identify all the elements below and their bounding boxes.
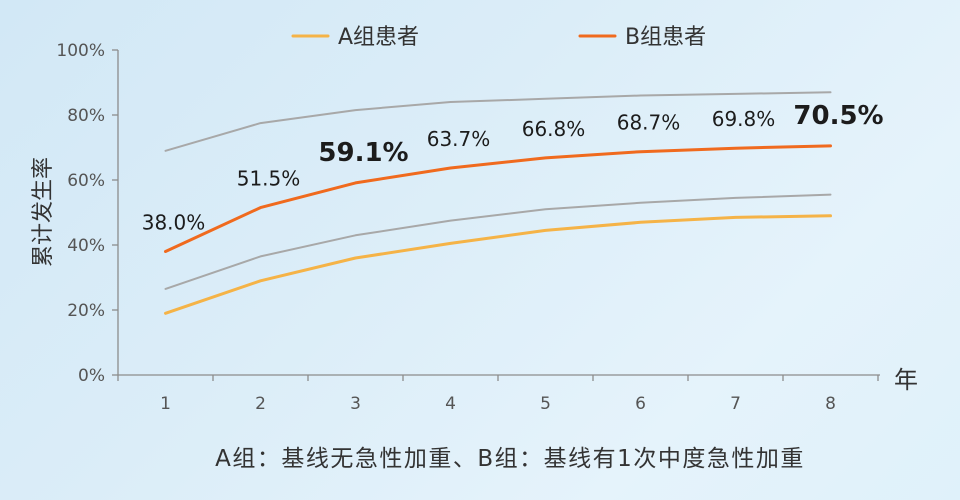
gray-reference-line-2 [164,91,832,152]
x-tick-label: 4 [445,394,456,414]
x-tick-label: 3 [350,394,361,414]
data-label: 68.7% [617,111,681,135]
x-tick-label: 8 [825,394,836,414]
x-tick-label: 2 [255,394,266,414]
data-label: 51.5% [237,167,301,191]
x-axis-title: 年 [894,366,918,394]
legend-item-group-a: A组患者 [291,25,419,50]
data-label: 63.7% [427,127,491,151]
series-line-1 [164,144,832,253]
y-tick-label: 60% [67,171,105,191]
legend: A组患者 B组患者 [291,25,706,50]
data-labels: 38.0% 51.5% 59.1% 63.7% 66.8% 68.7% 69.8% 70.5% [142,101,884,235]
axes: 0% 20% 40% 60% 80% 100% 1 2 3 4 5 6 7 8 [56,41,880,414]
data-label: 38.0% [142,211,206,235]
x-tick-label: 1 [160,394,171,414]
footer-note: A组：基线无急性加重、B组：基线有1次中度急性加重 [215,446,805,472]
gray-reference-line-3 [164,193,832,290]
data-label: 69.8% [712,107,776,131]
data-label: 66.8% [522,117,586,141]
legend-label-group-a: A组患者 [338,25,419,50]
legend-item-group-b: B组患者 [578,25,706,50]
y-tick-label: 0% [78,366,105,386]
data-label-highlighted: 59.1% [318,138,408,168]
y-tick-label: 40% [67,236,105,256]
x-tick-label: 7 [730,394,741,414]
legend-label-group-b: B组患者 [625,25,706,50]
y-tick-label: 20% [67,301,105,321]
y-tick-label: 100% [56,41,105,61]
y-tick-label: 80% [67,106,105,126]
y-axis-title: 累计发生率 [31,157,56,267]
x-tick-label: 5 [540,394,551,414]
series-lines [164,91,832,315]
x-tick-label: 6 [635,394,646,414]
series-line-0 [164,214,832,315]
data-label-highlighted: 70.5% [793,101,883,131]
